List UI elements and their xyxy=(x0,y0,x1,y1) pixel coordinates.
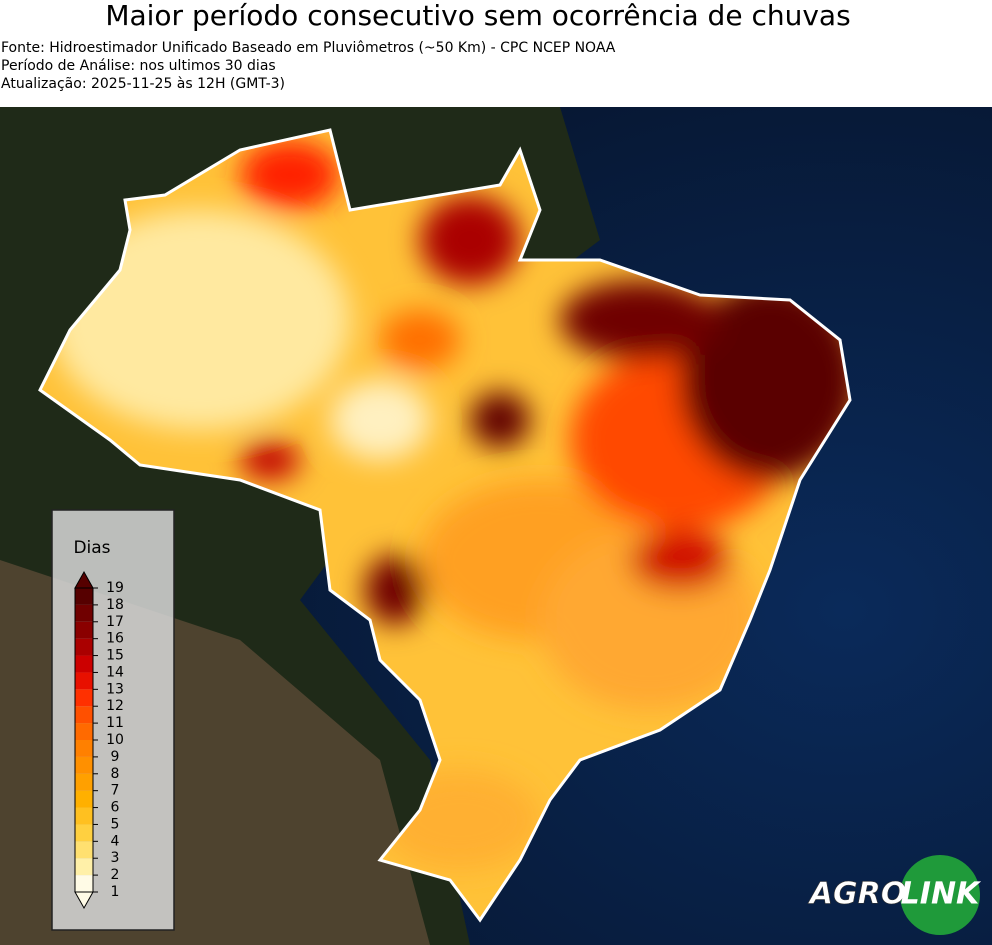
legend-box xyxy=(51,509,175,931)
colorbar-tick-label: 16 xyxy=(106,631,124,647)
title: Maior período consecutivo sem ocorrência… xyxy=(105,0,850,32)
colorbar-segment xyxy=(75,824,93,842)
colorbar-tick-label: 13 xyxy=(106,681,124,697)
colorbar-tick-label: 7 xyxy=(111,783,120,799)
colorbar-tick-label: 12 xyxy=(106,698,124,714)
colorbar-tick-label: 11 xyxy=(106,715,124,731)
colorbar-tick-label: 17 xyxy=(106,614,124,630)
colorbar-tick-label: 10 xyxy=(106,732,124,748)
colorbar-tick-label: 3 xyxy=(111,850,120,866)
header-line: Fonte: Hidroestimador Unificado Baseado … xyxy=(1,40,616,56)
colorbar-tick-label: 5 xyxy=(111,816,120,832)
colorbar-segment xyxy=(75,807,93,825)
colorbar-segment xyxy=(75,672,93,690)
colorbar-segment xyxy=(75,689,93,707)
header-line: Período de Análise: nos ultimos 30 dias xyxy=(1,58,276,74)
legend-title: Dias xyxy=(73,538,110,558)
logo-circle xyxy=(900,855,980,935)
logo-left: AGRO xyxy=(808,877,906,912)
colorbar-tick-label: 15 xyxy=(106,648,124,664)
colorbar-tick-label: 8 xyxy=(111,766,120,782)
colorbar-tick-label: 14 xyxy=(106,664,124,680)
logo-right: LINK xyxy=(901,877,982,912)
colorbar-tick-label: 18 xyxy=(106,597,124,613)
colorbar-segment xyxy=(75,723,93,740)
colorbar-segment xyxy=(75,621,93,639)
colorbar-segment xyxy=(75,588,93,605)
colorbar-segment xyxy=(75,773,93,791)
colorbar-segment xyxy=(75,740,93,757)
colorbar-tick-label: 9 xyxy=(111,749,120,765)
logo: AGRO LINK xyxy=(807,855,982,935)
header-line: Atualização: 2025-11-25 às 12H (GMT-3) xyxy=(1,76,285,92)
header-lines: Fonte: Hidroestimador Unificado Baseado … xyxy=(1,40,616,92)
colorbar-segment xyxy=(75,875,93,892)
colorbar-segment xyxy=(75,604,93,622)
colorbar-tick-label: 2 xyxy=(111,867,120,883)
colorbar-tick-label: 4 xyxy=(111,833,120,849)
colorbar-segment xyxy=(75,756,93,774)
colorbar-segment xyxy=(75,638,93,656)
colorbar-segment xyxy=(75,841,93,859)
colorbar-segment xyxy=(75,706,93,724)
colorbar-tick-label: 19 xyxy=(106,580,124,596)
colorbar-segment xyxy=(75,655,93,673)
colorbar-segment xyxy=(75,790,93,808)
colorbar-tick-label: 6 xyxy=(111,800,120,816)
colorbar-tick-label: 1 xyxy=(111,884,120,900)
colorbar-segment xyxy=(75,858,93,876)
